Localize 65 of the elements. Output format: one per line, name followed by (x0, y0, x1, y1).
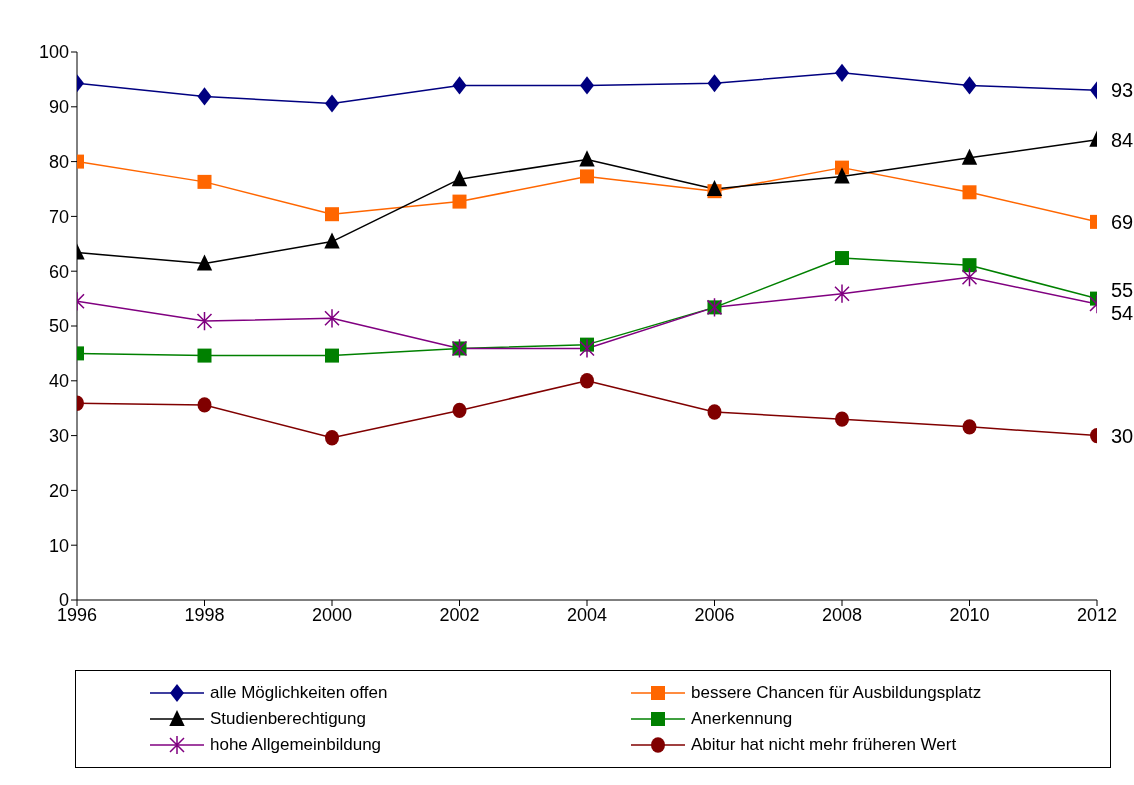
point (325, 430, 339, 446)
x-tick-label: 2006 (694, 604, 735, 625)
point (835, 251, 849, 266)
point (962, 258, 977, 273)
legend-label: bessere Chancen für Ausbildungsplatz (691, 683, 982, 703)
y-tick-label: 70 (48, 206, 69, 227)
data-label: 93 (1111, 79, 1134, 102)
point (197, 348, 212, 363)
point (706, 179, 723, 196)
point (580, 373, 594, 389)
point (324, 232, 340, 249)
point (962, 419, 977, 435)
data-label: 54 (1111, 302, 1134, 325)
x-tick-label: 2004 (566, 604, 608, 625)
data-label: 55 (1111, 278, 1134, 301)
point (452, 402, 467, 419)
x-tick-label: 2002 (439, 604, 480, 625)
point (579, 338, 595, 359)
point (707, 404, 722, 420)
y-tick-label: 10 (48, 535, 69, 556)
point (451, 170, 468, 187)
point (325, 348, 339, 363)
point (196, 311, 213, 331)
y-tick-label: 20 (48, 480, 69, 501)
legend-label: Studienberechtigung (210, 709, 366, 729)
y-tick-label: 50 (48, 316, 69, 337)
point (452, 194, 467, 209)
point (962, 76, 977, 95)
x-tick-label: 2010 (949, 604, 990, 625)
point (962, 185, 977, 200)
x-tick-label: 2012 (1076, 604, 1118, 625)
point (325, 94, 339, 113)
data-label: 30 (1111, 424, 1134, 447)
legend-label: alle Möglichkeiten offen (210, 683, 388, 703)
y-tick-label: 80 (48, 151, 69, 172)
point (961, 148, 978, 165)
y-tick-label: 30 (48, 425, 69, 446)
data-label: 84 (1111, 128, 1134, 151)
point (580, 76, 594, 95)
x-tick-label: 2000 (311, 604, 353, 625)
point (197, 397, 212, 413)
point (707, 74, 722, 93)
point (834, 167, 850, 184)
legend-label: Abitur hat nicht mehr früheren Wert (691, 735, 957, 755)
data-label: 69 (1111, 210, 1134, 233)
y-tick-label: 60 (48, 261, 69, 282)
point (579, 150, 595, 167)
point (580, 169, 594, 184)
point (325, 207, 339, 222)
point (961, 267, 978, 288)
point (197, 174, 212, 189)
legend-label: hohe Allgemeinbildung (210, 735, 382, 755)
point (452, 76, 467, 95)
point (835, 411, 849, 427)
y-tick-label: 100 (38, 42, 69, 63)
x-tick-label: 1998 (184, 604, 225, 625)
point (197, 87, 212, 106)
point (196, 254, 213, 271)
y-tick-label: 90 (48, 97, 69, 118)
legend-label: Anerkennung (691, 709, 793, 729)
point (834, 283, 850, 304)
y-tick-label: 40 (48, 371, 69, 392)
x-tick-label: 2008 (821, 604, 863, 625)
point (835, 63, 849, 82)
point (324, 308, 340, 329)
